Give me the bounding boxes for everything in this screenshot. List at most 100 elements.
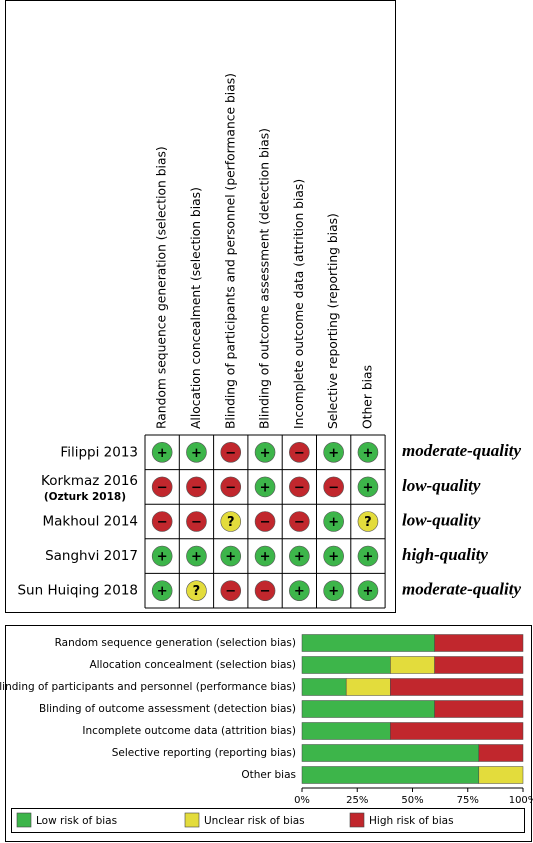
judgment-symbol: − <box>260 584 271 599</box>
bar-segment <box>434 700 524 718</box>
judgment-symbol: − <box>294 515 305 530</box>
judgment-dot <box>220 476 242 498</box>
bar-segment <box>301 634 435 652</box>
judgment-symbol: + <box>225 550 236 565</box>
bar-segment <box>301 722 391 740</box>
judgment-dot <box>220 511 242 532</box>
judgment-dot <box>289 476 310 498</box>
bar-segment <box>478 744 524 762</box>
judgment-dot <box>254 545 276 567</box>
judgment-symbol: − <box>191 515 202 530</box>
judgment-dot <box>254 441 276 463</box>
judgment-symbol: ? <box>193 584 201 599</box>
judgment-symbol: + <box>260 446 271 461</box>
study-name: Sanghvi 2017 <box>45 548 138 564</box>
bar-segment <box>478 766 524 784</box>
judgment-symbol: + <box>362 480 373 495</box>
bar-segment <box>390 656 435 674</box>
x-tick-label: 25% <box>346 795 368 806</box>
judgment-dot <box>357 511 379 532</box>
judgment-symbol: − <box>328 480 339 495</box>
category-label: Other bias <box>241 769 296 781</box>
judgment-symbol: − <box>225 584 236 599</box>
judgment-symbol: ? <box>364 515 372 530</box>
domain-label: Random sequence generation (selection bi… <box>155 146 169 429</box>
study-note: (Ozturk 2018) <box>44 491 126 503</box>
judgment-symbol: + <box>328 584 339 599</box>
judgment-symbol: ? <box>227 515 235 530</box>
judgment-dot <box>220 441 242 463</box>
judgment-dot <box>220 545 242 567</box>
bar-segment <box>390 722 524 740</box>
judgment-dot <box>151 441 173 463</box>
judgment-symbol: + <box>362 550 373 565</box>
bar-segment <box>390 678 524 696</box>
judgment-dot <box>254 476 276 498</box>
judgment-symbol: − <box>294 480 305 495</box>
judgment-dot <box>186 476 207 498</box>
x-tick-label: 75% <box>457 795 479 806</box>
legend-label: Unclear risk of bias <box>204 815 305 827</box>
judgment-dot <box>151 545 173 567</box>
category-label: Allocation concealment (selection bias) <box>89 659 296 671</box>
domain-label: Blinding of outcome assessment (detectio… <box>258 128 272 429</box>
legend-label: High risk of bias <box>369 815 454 827</box>
category-label: Incomplete outcome data (attrition bias) <box>82 725 296 737</box>
bar-segment <box>434 634 524 652</box>
judgment-dot <box>151 580 173 602</box>
judgment-dot <box>357 476 379 498</box>
judgment-dot <box>254 580 276 602</box>
judgment-symbol: + <box>328 446 339 461</box>
judgment-dot <box>323 580 344 602</box>
quality-label: low-quality <box>402 476 481 495</box>
study-name: Korkmaz 2016 <box>41 473 138 489</box>
bar-segment <box>301 678 347 696</box>
category-label: Blinding of participants and personnel (… <box>0 681 296 693</box>
judgment-symbol: + <box>191 550 202 565</box>
judgment-symbol: + <box>328 550 339 565</box>
bar-segment <box>301 700 435 718</box>
domain-label: Other bias <box>360 365 374 429</box>
judgment-symbol: + <box>362 584 373 599</box>
x-tick-label: 100% <box>509 795 533 806</box>
judgment-dot <box>323 441 344 463</box>
bar-segment <box>301 744 480 762</box>
quality-label: moderate-quality <box>402 580 521 599</box>
legend-swatch <box>349 812 365 828</box>
judgment-symbol: + <box>191 446 202 461</box>
study-name: Makhoul 2014 <box>42 514 138 530</box>
judgment-symbol: − <box>225 480 236 495</box>
judgment-dot <box>357 580 379 602</box>
study-name: Sun Huiqing 2018 <box>17 583 138 599</box>
judgment-dot <box>186 441 207 463</box>
graph-frame <box>5 625 532 842</box>
judgment-symbol: + <box>260 480 271 495</box>
judgment-dot <box>220 580 242 602</box>
judgment-symbol: + <box>260 550 271 565</box>
judgment-symbol: − <box>191 480 202 495</box>
legend-swatch <box>16 812 32 828</box>
judgment-symbol: + <box>157 550 168 565</box>
judgment-symbol: + <box>328 515 339 530</box>
judgment-dot <box>289 441 310 463</box>
quality-label: moderate-quality <box>402 441 521 460</box>
bar-segment <box>301 766 480 784</box>
judgment-dot <box>151 511 173 532</box>
judgment-dot <box>186 511 207 532</box>
judgment-dot <box>186 580 207 602</box>
category-label: Random sequence generation (selection bi… <box>55 637 296 649</box>
judgment-symbol: − <box>157 480 168 495</box>
domain-label: Allocation concealment (selection bias) <box>189 187 203 429</box>
judgment-symbol: − <box>294 446 305 461</box>
domain-label: Blinding of participants and personnel (… <box>223 73 237 429</box>
judgment-dot <box>151 476 173 498</box>
domain-label: Incomplete outcome data (attrition bias) <box>292 179 306 429</box>
x-tick-label: 0% <box>294 795 310 806</box>
bar-segment <box>301 656 391 674</box>
judgment-symbol: − <box>260 515 271 530</box>
quality-label: low-quality <box>402 510 481 529</box>
legend-swatch <box>184 812 200 828</box>
judgment-dot <box>289 511 310 532</box>
